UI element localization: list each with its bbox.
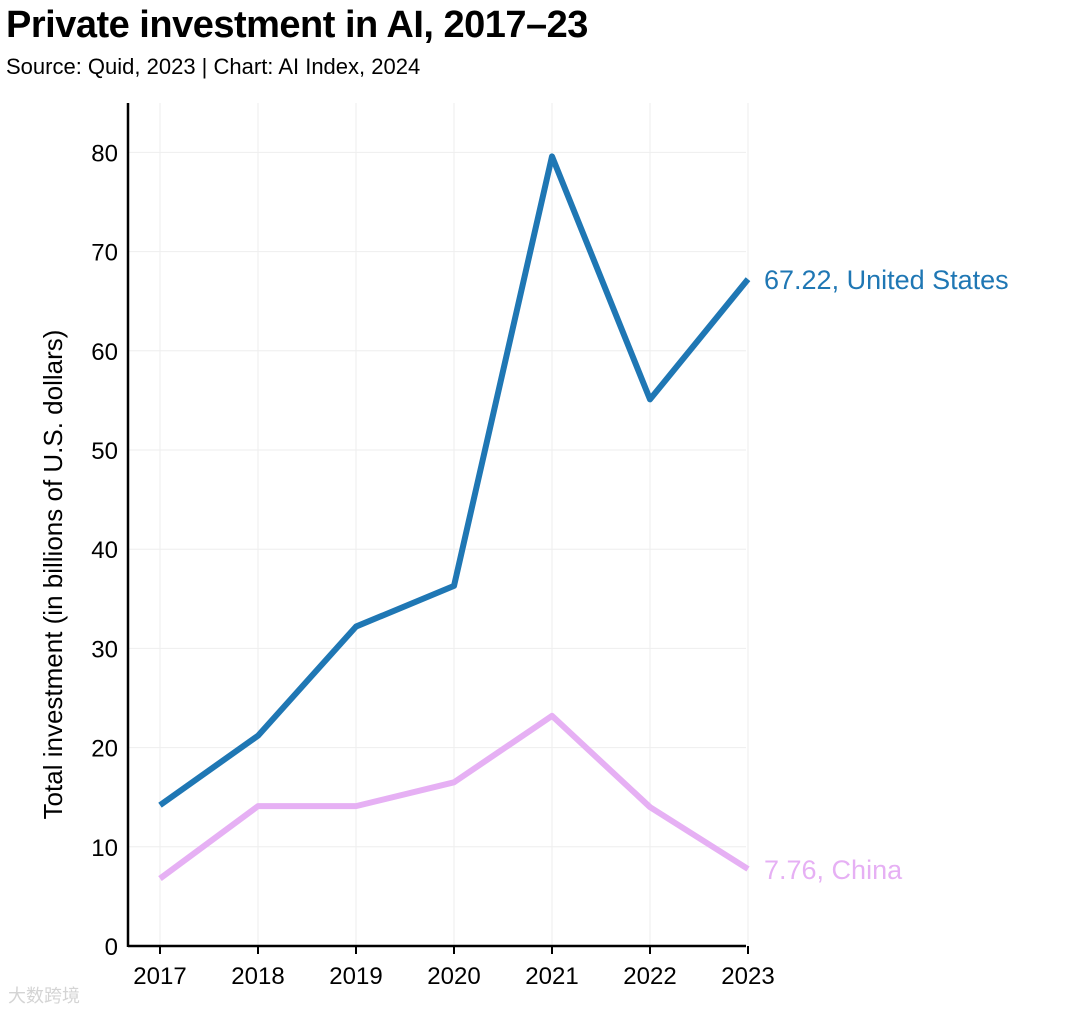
y-tick-label: 10 <box>91 835 118 862</box>
x-tick-label: 2022 <box>623 963 676 990</box>
y-tick-label: 20 <box>91 736 118 763</box>
series-line-united-states <box>158 153 751 808</box>
y-tick-label: 70 <box>91 240 118 267</box>
y-tick-label: 50 <box>91 438 118 465</box>
grid-lines <box>128 103 749 946</box>
chart-title: Private investment in AI, 2017–23 <box>6 4 588 46</box>
y-tick-label: 60 <box>91 339 118 366</box>
end-label-united-states: 67.22, United States <box>764 265 1009 295</box>
y-axis-label: Total investment (in billions of U.S. do… <box>38 330 68 820</box>
y-tick-label: 0 <box>105 934 118 961</box>
x-tick-label: 2017 <box>133 963 186 990</box>
axes: 0 10 20 30 40 50 60 70 80 2017 2018 2019 2020 2021 202… <box>91 103 775 990</box>
chart-subtitle: Source: Quid, 2023 | Chart: AI Index, 20… <box>6 54 421 79</box>
x-tick-label: 2020 <box>427 963 480 990</box>
x-tick-label: 2021 <box>525 963 578 990</box>
end-labels: 67.22, United States 7.76, China <box>764 265 1009 885</box>
x-tick-label: 2018 <box>231 963 284 990</box>
x-tick-label: 2019 <box>329 963 382 990</box>
y-tick-label: 40 <box>91 537 118 564</box>
x-tick-label: 2023 <box>721 963 774 990</box>
series-line-china <box>158 712 750 881</box>
watermark-text: 大数跨境 <box>8 986 80 1007</box>
y-tick-label: 80 <box>91 140 118 167</box>
y-tick-label: 30 <box>91 636 118 663</box>
end-label-china: 7.76, China <box>764 855 903 885</box>
series-lines <box>158 153 751 881</box>
